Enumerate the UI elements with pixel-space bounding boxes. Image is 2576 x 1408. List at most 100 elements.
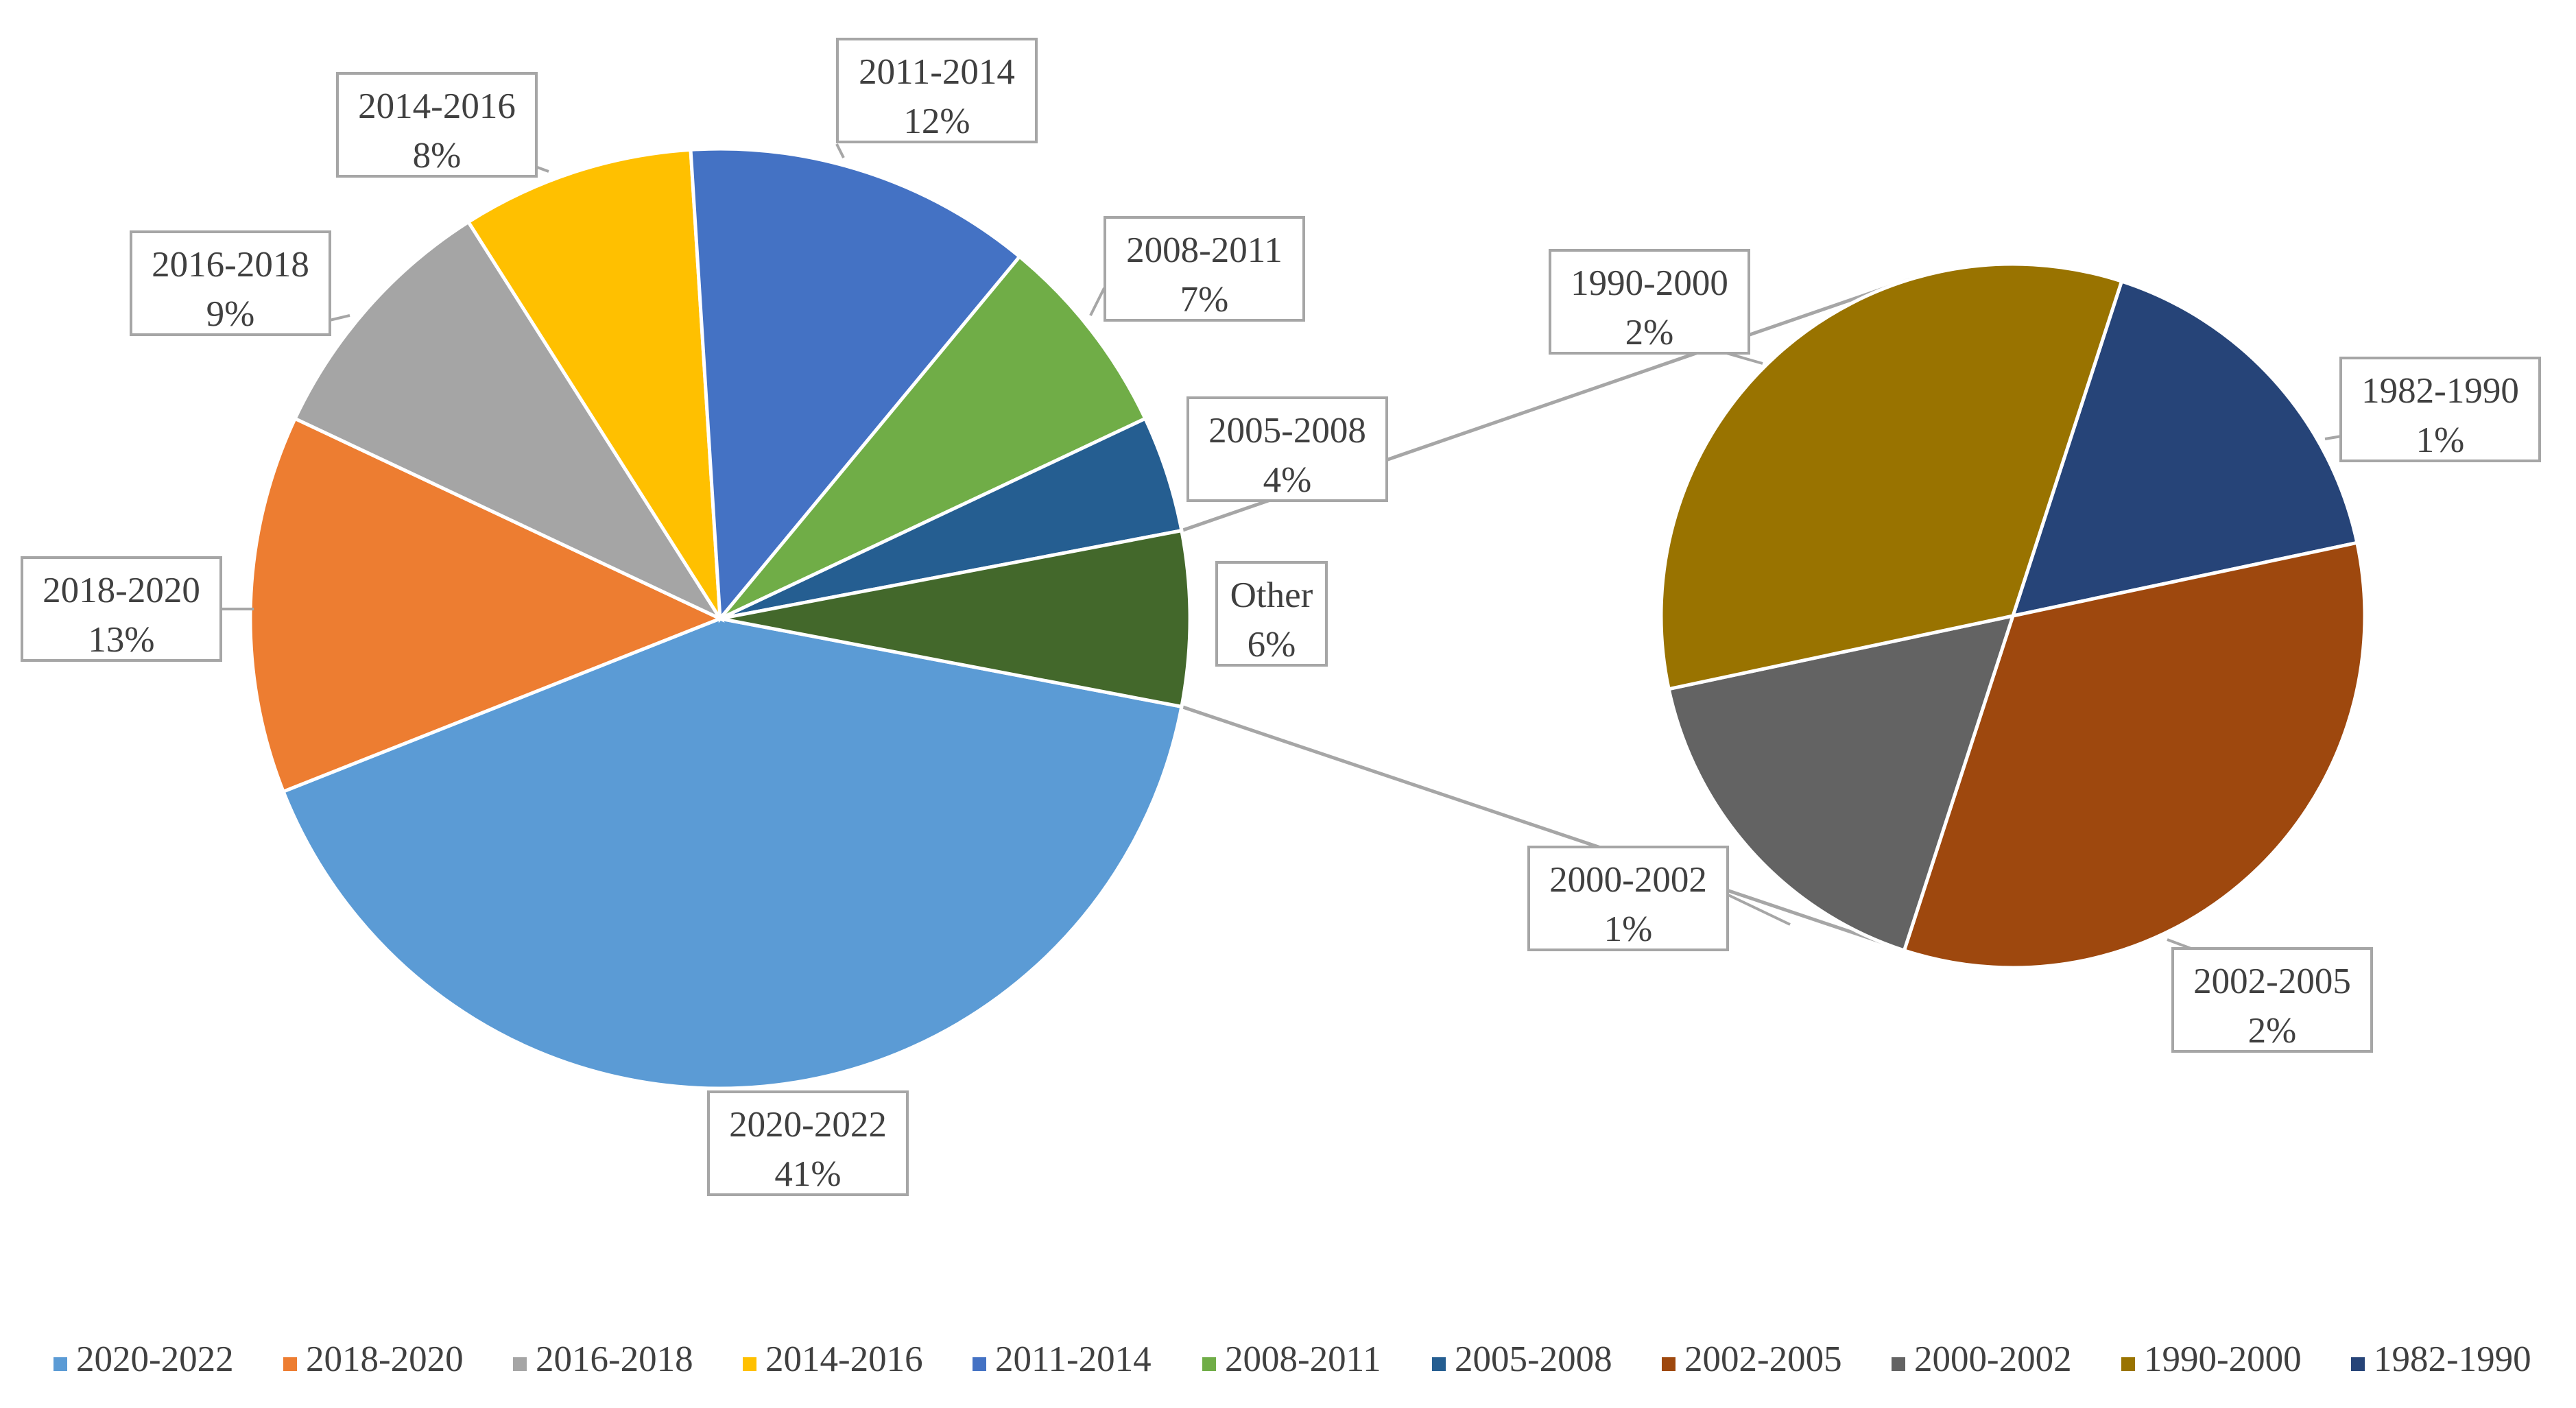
main-label-2005-2008-value: 4% bbox=[1263, 460, 1312, 500]
legend-swatch-2000-2002 bbox=[1892, 1357, 1905, 1371]
main-label-2016-2018-category: 2016-2018 bbox=[152, 245, 309, 285]
main-label-2011-2014-leader bbox=[835, 143, 845, 158]
main-label-other-category: Other bbox=[1230, 575, 1313, 615]
main-label-2008-2011: 2008-2011 7% bbox=[1104, 216, 1305, 322]
main-label-2020-2022-category: 2020-2022 bbox=[729, 1105, 887, 1145]
main-label-2014-2016-box bbox=[336, 72, 538, 178]
legend-entry-2005-2008: 2005-2008 bbox=[1432, 1339, 1612, 1379]
main-label-2011-2014-box bbox=[836, 38, 1038, 143]
secondary-label-2000-2002: 2000-2002 1% bbox=[1527, 846, 1729, 951]
legend-entry-2008-2011: 2008-2011 bbox=[1202, 1339, 1381, 1379]
legend-entry-1982-1990: 1982-1990 bbox=[2351, 1339, 2531, 1379]
legend-swatch-2005-2008 bbox=[1432, 1357, 1446, 1371]
secondary-label-1982-1990: 1982-1990 1% bbox=[2339, 357, 2541, 462]
main-slice-2008-2011 bbox=[719, 254, 1148, 621]
secondary-slice-1990-2000 bbox=[1659, 262, 2124, 691]
secondary-label-2002-2005-category: 2002-2005 bbox=[2193, 962, 2351, 1001]
secondary-label-1982-1990-value: 1% bbox=[2416, 420, 2465, 460]
legend-label-2011-2014: 2011-2014 bbox=[995, 1339, 1152, 1379]
secondary-label-1982-1990-box bbox=[2339, 357, 2541, 462]
main-label-2014-2016-value: 8% bbox=[413, 136, 462, 176]
secondary-label-2000-2002-box bbox=[1527, 846, 1729, 951]
main-slice-2020-2022 bbox=[281, 617, 1184, 1090]
main-label-2016-2018-value: 9% bbox=[206, 294, 255, 334]
main-label-2016-2018-box bbox=[130, 230, 331, 336]
secondary-label-1990-2000-category: 1990-2000 bbox=[1571, 263, 1728, 303]
legend-swatch-1982-1990 bbox=[2351, 1357, 2365, 1371]
main-label-2008-2011-category: 2008-2011 bbox=[1126, 230, 1283, 270]
legend-swatch-2016-2018 bbox=[513, 1357, 527, 1371]
main-label-2018-2020-box bbox=[21, 556, 222, 662]
legend-label-1990-2000: 1990-2000 bbox=[2144, 1339, 2302, 1379]
main-label-2008-2011-leader bbox=[1089, 287, 1106, 316]
secondary-label-2002-2005-value: 2% bbox=[2248, 1011, 2297, 1051]
main-label-other: Other 6% bbox=[1215, 561, 1328, 667]
main-label-2014-2016-category: 2014-2016 bbox=[358, 86, 516, 126]
main-slice-2016-2018 bbox=[292, 219, 725, 623]
secondary-label-1990-2000-value: 2% bbox=[1625, 313, 1674, 353]
legend-entry-2014-2016: 2014-2016 bbox=[743, 1339, 923, 1379]
legend-label-2018-2020: 2018-2020 bbox=[306, 1339, 464, 1379]
data-labels: 2020-2022 41% 2018-2020 13% 2016-2018 9% 2014-… bbox=[21, 38, 2541, 1196]
main-slice-other bbox=[719, 528, 1192, 709]
connector-line-bottom bbox=[1181, 704, 1882, 944]
secondary-label-2002-2005-box bbox=[2171, 947, 2373, 1053]
main-slice-2014-2016 bbox=[466, 147, 722, 620]
legend-entry-2020-2022: 2020-2022 bbox=[53, 1339, 234, 1379]
main-label-2011-2014-category: 2011-2014 bbox=[859, 52, 1015, 92]
main-label-2008-2011-box bbox=[1104, 216, 1305, 322]
main-slice-2018-2020 bbox=[248, 416, 725, 794]
legend-entry-2000-2002: 2000-2002 bbox=[1892, 1339, 2072, 1379]
main-label-2014-2016: 2014-2016 8% bbox=[336, 72, 538, 178]
secondary-label-2000-2002-value: 1% bbox=[1604, 909, 1653, 949]
legend-label-1982-1990: 1982-1990 bbox=[2374, 1339, 2531, 1379]
main-label-other-value: 6% bbox=[1248, 625, 1296, 665]
secondary-label-1982-1990-category: 1982-1990 bbox=[2361, 371, 2519, 411]
secondary-pie bbox=[1659, 262, 2367, 970]
legend-entry-2018-2020: 2018-2020 bbox=[283, 1339, 464, 1379]
secondary-label-2002-2005: 2002-2005 2% bbox=[2171, 947, 2373, 1053]
legend-label-2016-2018: 2016-2018 bbox=[536, 1339, 693, 1379]
legend-swatch-2018-2020 bbox=[283, 1357, 297, 1371]
legend-label-2002-2005: 2002-2005 bbox=[1684, 1339, 1842, 1379]
main-slice-2011-2014 bbox=[689, 147, 1023, 623]
legend-swatch-1990-2000 bbox=[2121, 1357, 2135, 1371]
secondary-label-1990-2000: 1990-2000 2% bbox=[1549, 249, 1750, 355]
secondary-slice-1982-1990 bbox=[2010, 278, 2359, 619]
legend-swatch-2002-2005 bbox=[1662, 1357, 1675, 1371]
legend-entry-2011-2014: 2011-2014 bbox=[973, 1339, 1152, 1379]
legend-swatch-2020-2022 bbox=[53, 1357, 67, 1371]
main-label-2016-2018: 2016-2018 9% bbox=[130, 230, 331, 336]
legend-label-2005-2008: 2005-2008 bbox=[1455, 1339, 1612, 1379]
legend-entry-2002-2005: 2002-2005 bbox=[1662, 1339, 1842, 1379]
legend-label-2000-2002: 2000-2002 bbox=[1914, 1339, 2072, 1379]
legend-swatch-2011-2014 bbox=[973, 1357, 986, 1371]
legend-swatch-2008-2011 bbox=[1202, 1357, 1216, 1371]
legend-label-2014-2016: 2014-2016 bbox=[765, 1339, 923, 1379]
legend-entry-2016-2018: 2016-2018 bbox=[513, 1339, 693, 1379]
main-label-2020-2022: 2020-2022 41% bbox=[707, 1090, 909, 1196]
legend-swatch-2014-2016 bbox=[743, 1357, 756, 1371]
main-label-2018-2020: 2018-2020 13% bbox=[21, 556, 222, 662]
main-label-2018-2020-value: 13% bbox=[88, 620, 154, 660]
main-label-2011-2014-value: 12% bbox=[903, 102, 970, 141]
secondary-slice-2000-2002 bbox=[1667, 613, 2016, 953]
secondary-label-1990-2000-box bbox=[1549, 249, 1750, 355]
secondary-label-2000-2002-category: 2000-2002 bbox=[1549, 860, 1707, 900]
main-label-2005-2008-box bbox=[1186, 396, 1388, 502]
legend: 2020-2022 2018-2020 2016-2018 2014-2016 2011… bbox=[53, 1339, 2531, 1379]
legend-entry-1990-2000: 1990-2000 bbox=[2121, 1339, 2302, 1379]
main-label-2018-2020-category: 2018-2020 bbox=[43, 571, 200, 610]
legend-label-2008-2011: 2008-2011 bbox=[1225, 1339, 1381, 1379]
secondary-slice-2002-2005 bbox=[1902, 540, 2367, 970]
main-label-other-box bbox=[1215, 561, 1328, 667]
main-label-2005-2008-category: 2005-2008 bbox=[1208, 411, 1366, 451]
secondary-label-2000-2002-leader bbox=[1728, 894, 1791, 926]
main-label-2005-2008: 2005-2008 4% bbox=[1186, 396, 1388, 502]
main-pie bbox=[248, 147, 1192, 1090]
main-label-2011-2014: 2011-2014 12% bbox=[836, 38, 1038, 143]
main-label-2008-2011-value: 7% bbox=[1180, 280, 1229, 320]
main-label-2020-2022-value: 41% bbox=[774, 1154, 841, 1194]
